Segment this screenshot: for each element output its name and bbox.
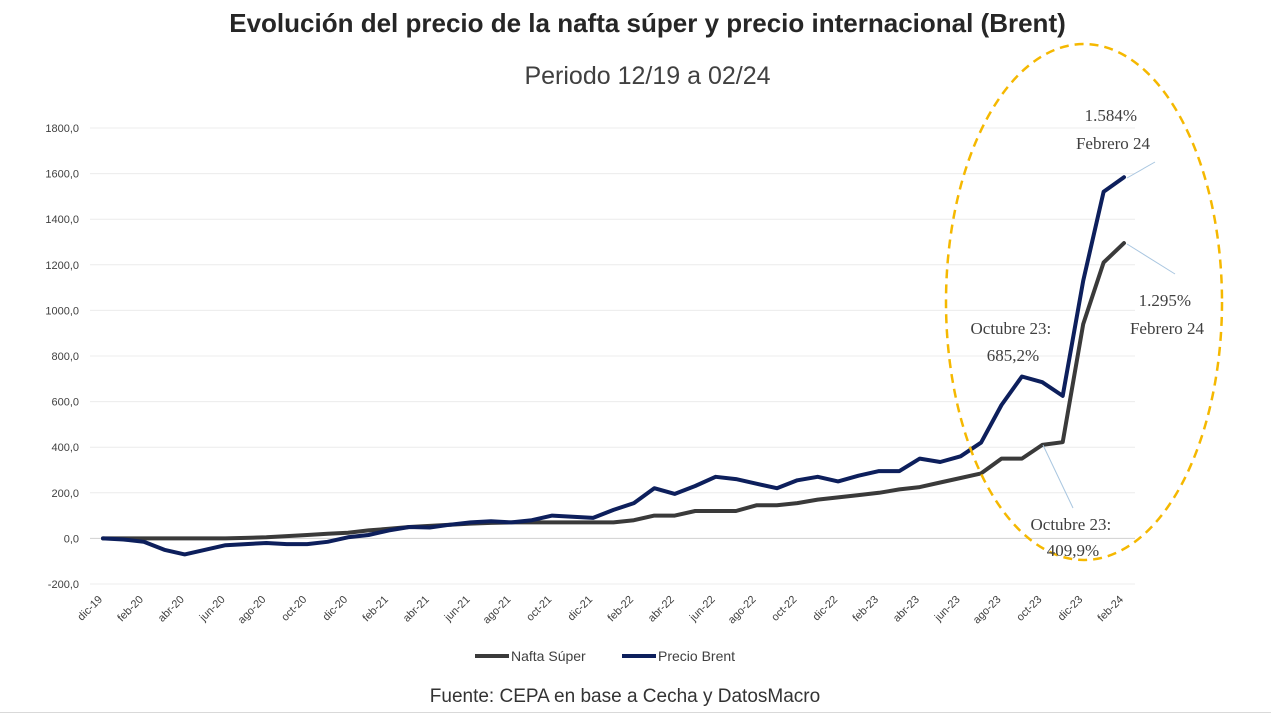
series-line-precio-brent <box>101 175 1126 557</box>
legend-label-nafta: Nafta Súper <box>511 648 586 664</box>
highlight-ellipse <box>944 42 1224 562</box>
x-tick-label: oct-22 <box>769 594 799 624</box>
x-tick-label: feb-22 <box>605 594 636 625</box>
x-axis-ticks: dic-19 feb-20 abr-20 jun-20 ago-20 oct-20 dic-… <box>75 594 1126 627</box>
x-tick-label: abr-22 <box>646 594 677 625</box>
x-tick-label: abr-23 <box>891 594 922 625</box>
series-line-nafta-super <box>101 241 1126 541</box>
source-note: Fuente: CEPA en base a Cecha y DatosMacr… <box>429 686 821 707</box>
x-tick-label: dic-21 <box>566 594 596 624</box>
annotation-nafta-oct23-line1: Octubre 23: <box>1031 515 1112 534</box>
legend: Nafta Súper Precio Brent <box>475 648 735 664</box>
x-tick-label: feb-20 <box>115 594 146 625</box>
y-tick-label: 0,0 <box>64 533 79 545</box>
x-tick-label: ago-21 <box>481 594 514 627</box>
y-tick-label: -200,0 <box>48 579 79 591</box>
x-tick-label: jun-23 <box>932 594 963 625</box>
annotation-brent-oct23: Octubre 23: 685,2% <box>971 319 1056 365</box>
annotation-nafta-feb24-line1: 1.295% <box>1139 291 1191 310</box>
x-tick-label: feb-21 <box>360 594 391 625</box>
divider <box>0 712 1271 713</box>
y-tick-label: 1000,0 <box>45 305 79 317</box>
x-tick-label: ago-22 <box>726 594 759 627</box>
annotations: 1.584% Febrero 24 1.295% Febrero 24 Octu… <box>944 42 1224 562</box>
x-tick-label: dic-22 <box>811 594 841 624</box>
y-axis-ticks: -200,0 0,0 200,0 400,0 600,0 800,0 1000,0 1200,… <box>45 123 79 591</box>
y-tick-label: 200,0 <box>51 488 79 500</box>
x-tick-label: oct-21 <box>524 594 554 624</box>
gridlines <box>90 127 1135 585</box>
annotation-brent-feb24-line2: Febrero 24 <box>1076 134 1151 153</box>
x-tick-label: dic-19 <box>75 594 105 624</box>
x-tick-label: feb-23 <box>851 594 882 625</box>
y-tick-label: 1600,0 <box>45 169 79 181</box>
annotation-brent-oct23-line1: Octubre 23: <box>971 319 1052 338</box>
y-tick-label: 1800,0 <box>45 123 79 135</box>
y-tick-label: 600,0 <box>51 397 79 409</box>
x-tick-label: dic-23 <box>1056 594 1086 624</box>
x-tick-label: ago-23 <box>971 594 1004 627</box>
annotation-nafta-feb24-line2: Febrero 24 <box>1130 319 1205 338</box>
annotation-nafta-feb24: 1.295% Febrero 24 <box>1130 291 1205 338</box>
annotation-leader-nafta-feb24 <box>1126 243 1176 275</box>
x-tick-label: oct-23 <box>1014 594 1044 624</box>
annotation-leader-brent-feb24 <box>1126 161 1156 179</box>
annotation-brent-feb24: 1.584% Febrero 24 <box>1076 106 1151 153</box>
x-tick-label: oct-20 <box>279 594 309 624</box>
x-tick-label: feb-24 <box>1096 594 1127 625</box>
y-tick-label: 800,0 <box>51 351 79 363</box>
x-tick-label: jun-22 <box>687 594 718 625</box>
y-tick-label: 1200,0 <box>45 260 79 272</box>
annotation-brent-oct23-line2: 685,2% <box>987 346 1039 365</box>
x-tick-label: ago-20 <box>236 594 269 627</box>
x-tick-label: dic-20 <box>320 594 350 624</box>
chart-subtitle: Periodo 12/19 a 02/24 <box>524 62 771 90</box>
annotation-brent-feb24-line1: 1.584% <box>1085 106 1137 125</box>
annotation-nafta-oct23-line2: 409,9% <box>1047 541 1099 560</box>
x-tick-label: jun-20 <box>197 594 228 625</box>
legend-label-brent: Precio Brent <box>658 648 735 664</box>
y-tick-label: 1400,0 <box>45 214 79 226</box>
line-chart: -200,0 0,0 200,0 400,0 600,0 800,0 1000,0 1200,… <box>45 42 1224 664</box>
y-tick-label: 400,0 <box>51 442 79 454</box>
chart-title: Evolución del precio de la nafta súper y… <box>229 8 1066 38</box>
x-tick-label: abr-21 <box>401 594 432 625</box>
series-lines <box>101 175 1126 557</box>
annotation-leader-nafta-oct23 <box>1042 444 1074 509</box>
x-tick-label: jun-21 <box>442 594 473 625</box>
x-tick-label: abr-20 <box>156 594 187 625</box>
annotation-nafta-oct23: Octubre 23: 409,9% <box>1031 515 1116 560</box>
